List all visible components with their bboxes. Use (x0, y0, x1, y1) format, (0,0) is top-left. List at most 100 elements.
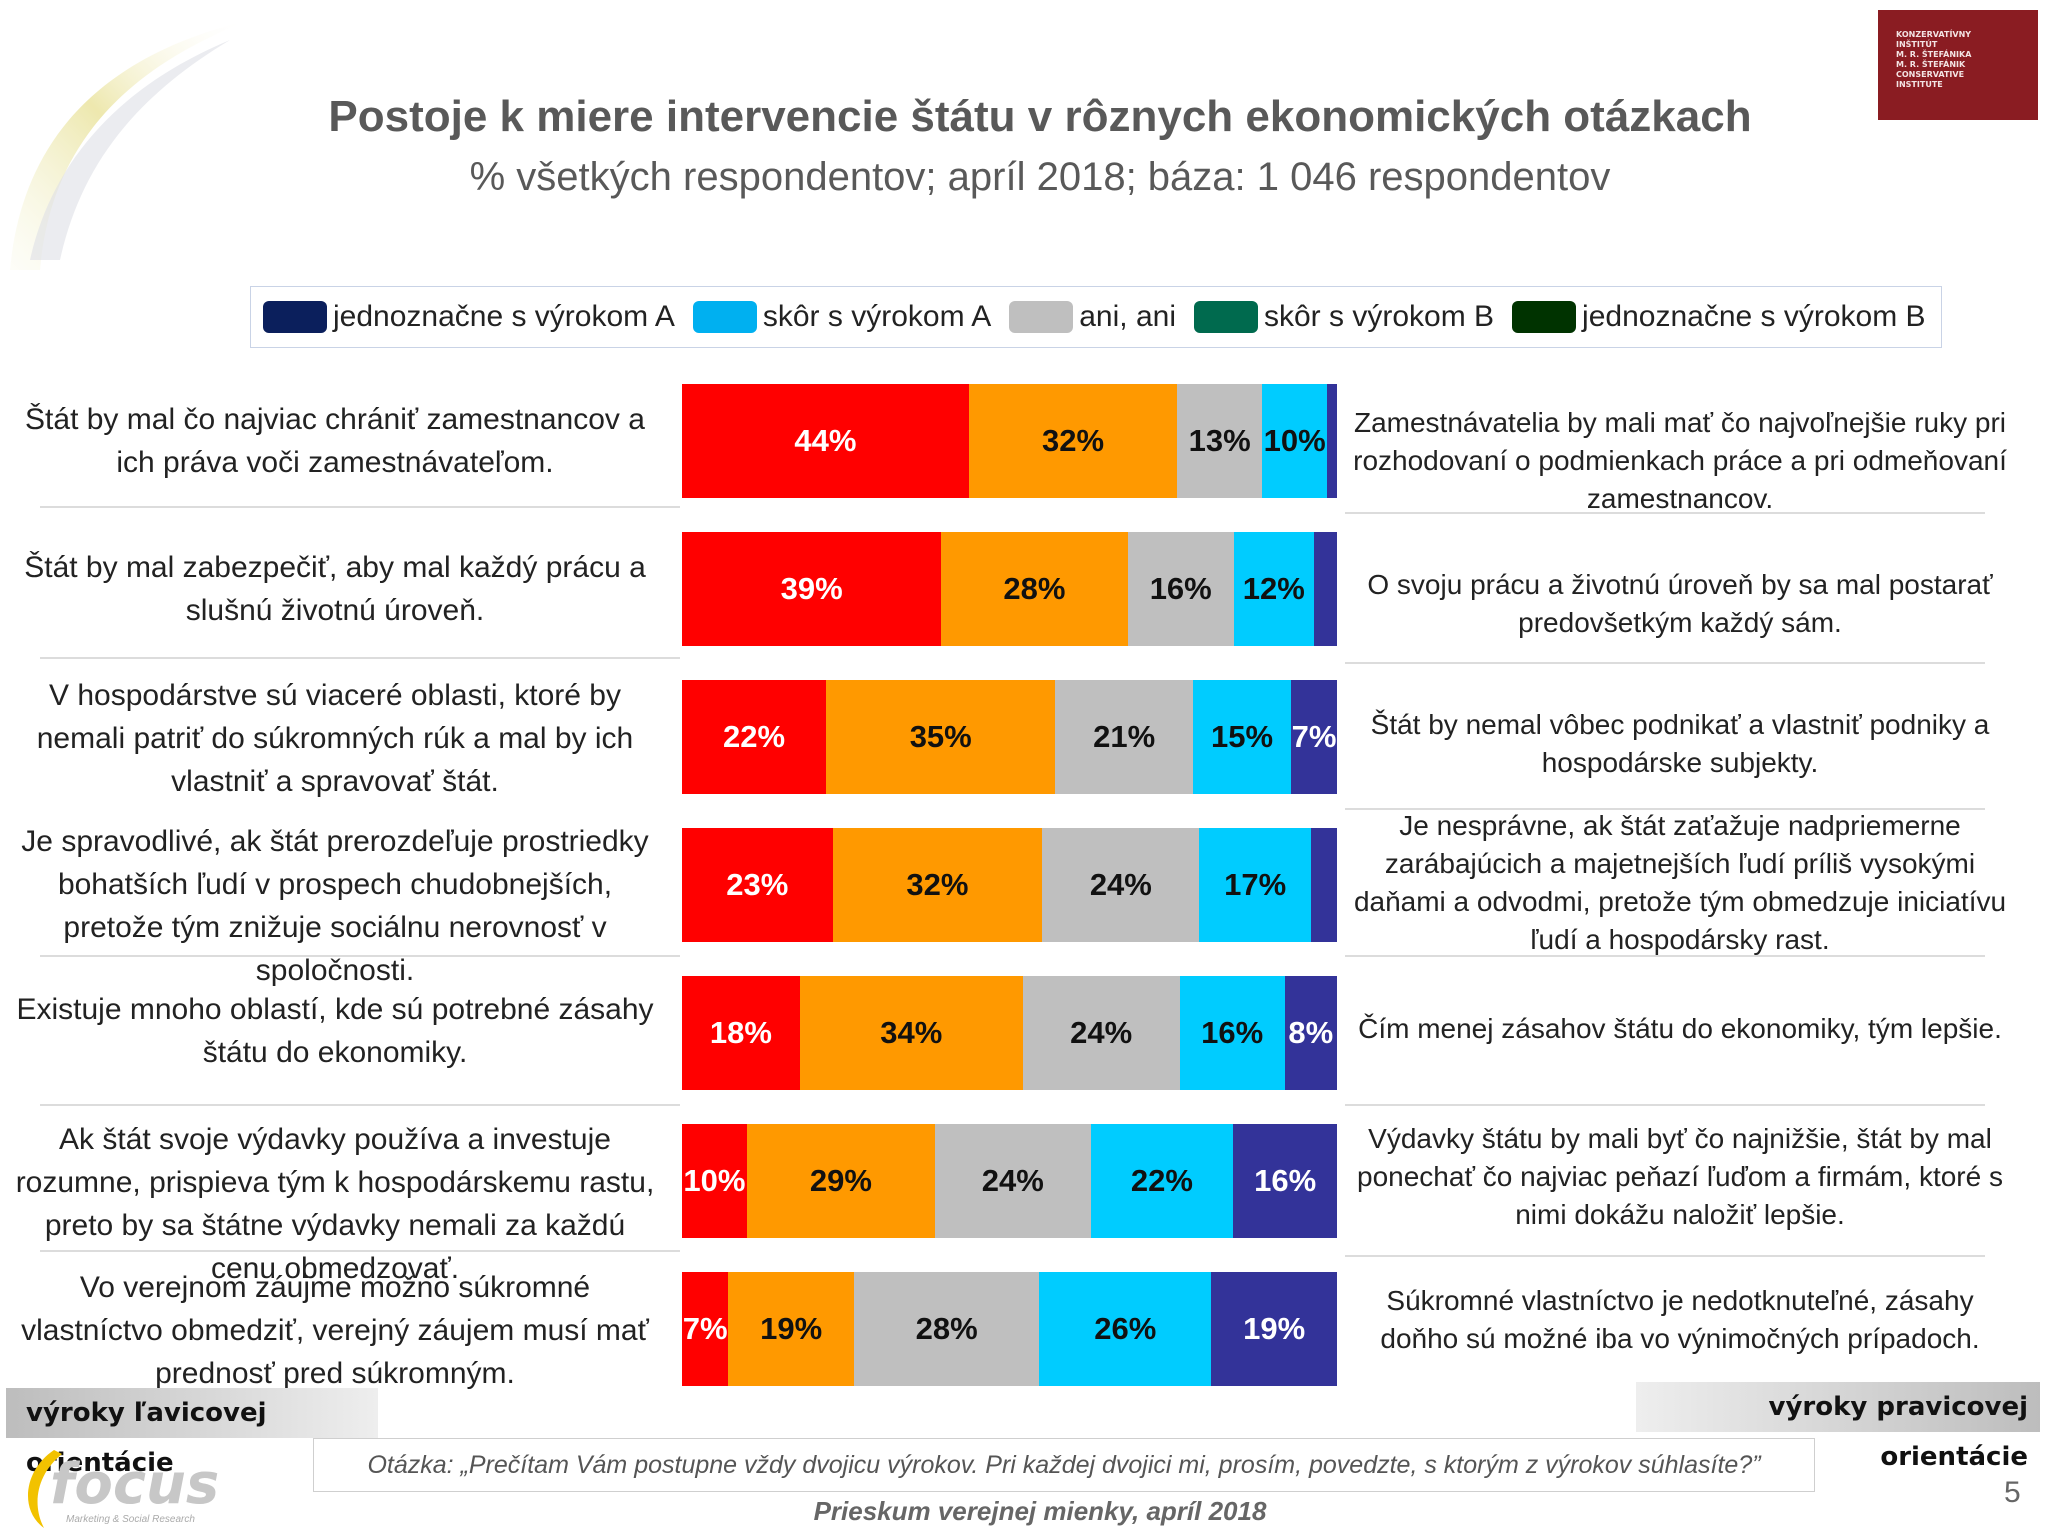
data-label: 17% (1224, 867, 1287, 902)
legend-swatch (263, 301, 327, 333)
row-separator (40, 506, 680, 508)
bar-segment (854, 1272, 1040, 1386)
data-label: 8% (1288, 1015, 1334, 1050)
bar-segment (826, 680, 1056, 794)
bar-segment (1042, 828, 1200, 942)
data-label: 22% (723, 719, 786, 754)
statement-a: Vo verejnom záujme možno súkromné vlastn… (21, 1271, 649, 1390)
legend: jednoznačne s výrokom A skôr s výrokom A… (250, 286, 1942, 348)
chart-subtitle: % všetkých respondentov; apríl 2018; báz… (469, 155, 1611, 199)
data-label: 7% (682, 1311, 728, 1346)
legend-item: jednoznačne s výrokom B (1512, 300, 1926, 334)
focus-logo (27, 1450, 62, 1528)
statement-b: Čím menej zásahov štátu do ekonomiky, tý… (1358, 1013, 2002, 1044)
legend-item: ani, ani (1009, 300, 1176, 334)
statement-a: V hospodárstve sú viaceré oblasti, ktoré… (36, 679, 634, 798)
statement-b: Zamestnávatelia by mali mať čo najvoľnej… (1353, 407, 2007, 514)
bar-segment (682, 384, 969, 498)
row-separator (40, 955, 680, 957)
row-separator (1345, 512, 1985, 514)
bar-segment (832, 828, 1043, 942)
data-label: 19% (1243, 1311, 1306, 1346)
row-separator (40, 1104, 680, 1106)
data-label: 19% (760, 1311, 823, 1346)
row-separator (1345, 1104, 1985, 1106)
data-label: 10% (683, 1163, 746, 1198)
row-separator (1345, 662, 1985, 664)
legend-label: jednoznačne s výrokom A (333, 300, 675, 333)
statement-b: Súkromné vlastníctvo je nedotknuteľné, z… (1380, 1285, 1980, 1354)
bar-segment (1055, 680, 1193, 794)
data-label: 10% (1263, 423, 1326, 458)
bar-segment (1192, 680, 1292, 794)
statement-b: Štát by nemal vôbec podnikať a vlastniť … (1370, 709, 1990, 778)
bar-segment (1310, 828, 1337, 942)
bar-segment (682, 532, 942, 646)
left-orientation-tag: výroky ľavicovej orientácie (6, 1388, 378, 1478)
data-label: 32% (1042, 423, 1105, 458)
bar-segment (1233, 532, 1314, 646)
data-label: 28% (915, 1311, 978, 1346)
data-label: 16% (1149, 571, 1212, 606)
row-separator (40, 657, 680, 659)
data-label: 24% (981, 1163, 1044, 1198)
bar-segment (1039, 1272, 1212, 1386)
data-label: 23% (726, 867, 789, 902)
footer-caption: Prieskum verejnej mienky, apríl 2018 (813, 1496, 1267, 1526)
legend-item: skôr s výrokom B (1194, 300, 1494, 334)
statement-b: Výdavky štátu by mali byť čo najnižšie, … (1357, 1123, 2003, 1230)
data-label: 24% (1070, 1015, 1133, 1050)
bar-segment (1022, 976, 1180, 1090)
right-orientation-tag: výroky pravicovej orientácie (1636, 1382, 2040, 1472)
bar-segment (1262, 384, 1328, 498)
bar-segment (1179, 976, 1285, 1090)
bar-segment (1177, 384, 1263, 498)
data-label: 12% (1242, 571, 1305, 606)
data-label: 13% (1188, 423, 1251, 458)
legend-swatch (692, 301, 757, 333)
bar-segment (1127, 532, 1234, 646)
data-label: 16% (1201, 1015, 1264, 1050)
legend-label: skôr s výrokom A (762, 300, 992, 333)
data-label: 39% (780, 571, 843, 606)
survey-question: Otázka: „Prečítam Vám postupne vždy dvoj… (313, 1438, 1815, 1492)
bar-segment (1233, 1124, 1337, 1238)
bar-segment (682, 828, 833, 942)
legend-label: skôr s výrokom B (1264, 300, 1495, 333)
data-label: 44% (794, 423, 857, 458)
statement-a: Je spravodlivé, ak štát prerozdeľuje pro… (21, 825, 649, 987)
data-label: 16% (1254, 1163, 1317, 1198)
bar-segment (1090, 1124, 1234, 1238)
bar-segment (1199, 828, 1311, 942)
row-separator (40, 1250, 680, 1252)
bar-segment (728, 1272, 855, 1386)
bar-segment (1313, 532, 1337, 646)
legend-item: jednoznačne s výrokom A (263, 300, 675, 334)
statement-a: Štát by mal zabezpečiť, aby mal každý pr… (24, 551, 646, 627)
bar-segment (682, 1124, 747, 1238)
data-label: 22% (1130, 1163, 1193, 1198)
bar-segment (941, 532, 1128, 646)
data-label: 24% (1089, 867, 1152, 902)
bar-segment (682, 1272, 729, 1386)
bar-segment (682, 976, 800, 1090)
legend-swatch (1009, 301, 1074, 333)
row-separator (1345, 955, 1985, 957)
data-label: 26% (1094, 1311, 1157, 1346)
data-label: 34% (880, 1015, 943, 1050)
bar-segment (799, 976, 1023, 1090)
legend-label: ani, ani (1079, 300, 1176, 333)
legend-item: skôr s výrokom A (692, 300, 992, 334)
bar-segment (1327, 384, 1337, 498)
bar-segment (968, 384, 1178, 498)
data-label: 7% (1291, 719, 1337, 754)
statement-b: O svoju prácu a životnú úroveň by sa mal… (1367, 569, 1993, 638)
row-separator (1345, 808, 1985, 810)
bar-segment (1211, 1272, 1337, 1386)
focus-logo-tagline: Marketing & Social Research (66, 1514, 195, 1525)
focus-logo-text: focus (50, 1452, 220, 1517)
institute-logo: KONZERVATÍVNY INŠTITÚT M. R. ŠTEFÁNIKA M… (1878, 10, 2038, 120)
page-number: 5 (2004, 1476, 2021, 1509)
data-label: 35% (909, 719, 972, 754)
data-label: 28% (1003, 571, 1066, 606)
